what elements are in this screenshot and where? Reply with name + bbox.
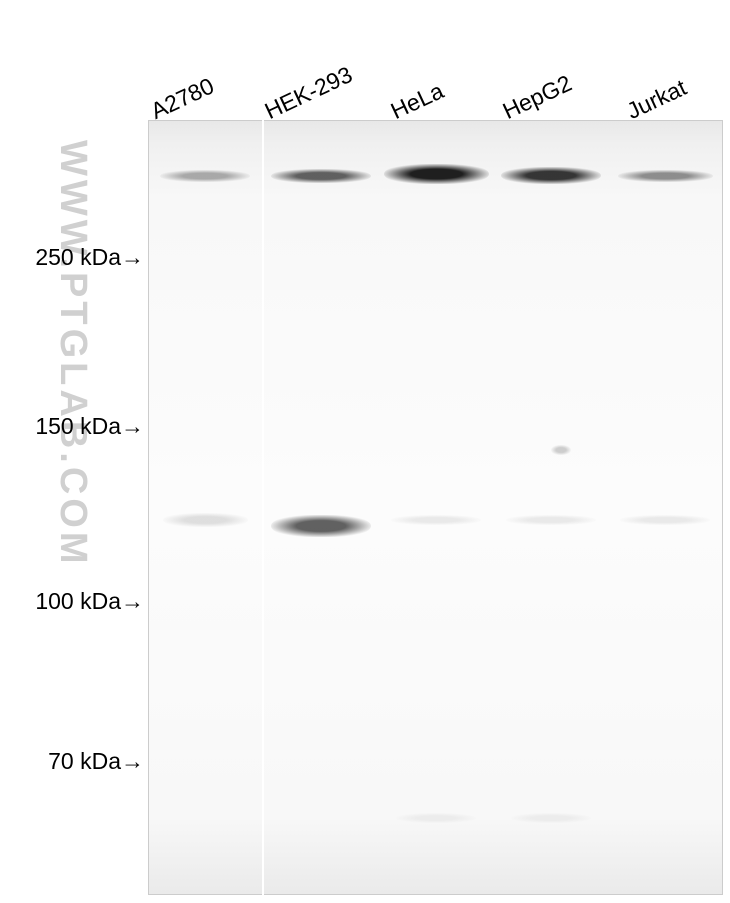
band-3: [501, 167, 601, 184]
marker-label-3: 70 kDa→: [48, 748, 144, 775]
band-11: [396, 813, 476, 823]
band-7: [391, 515, 481, 525]
lane-label-2: HeLa: [387, 77, 448, 125]
band-12: [511, 813, 591, 823]
band-4: [618, 170, 713, 182]
marker-label-1: 150 kDa→: [35, 413, 144, 440]
marker-label-2: 100 kDa→: [35, 588, 144, 615]
band-5: [163, 513, 248, 527]
band-0: [160, 170, 250, 182]
band-1: [271, 169, 371, 183]
lane-label-1: HEK-293: [261, 61, 357, 125]
band-10: [551, 445, 571, 455]
lane-label-3: HepG2: [499, 70, 576, 125]
lane-label-0: A2780: [147, 72, 219, 125]
band-2: [384, 164, 489, 184]
lane-label-4: Jurkat: [623, 74, 691, 125]
watermark-text: WWW.PTGLAB.COM: [51, 140, 94, 567]
band-8: [506, 515, 596, 525]
marker-label-0: 250 kDa→: [35, 244, 144, 271]
band-6: [271, 515, 371, 537]
band-9: [620, 515, 710, 525]
lane-divider: [262, 120, 264, 895]
blot-membrane: [148, 120, 723, 895]
